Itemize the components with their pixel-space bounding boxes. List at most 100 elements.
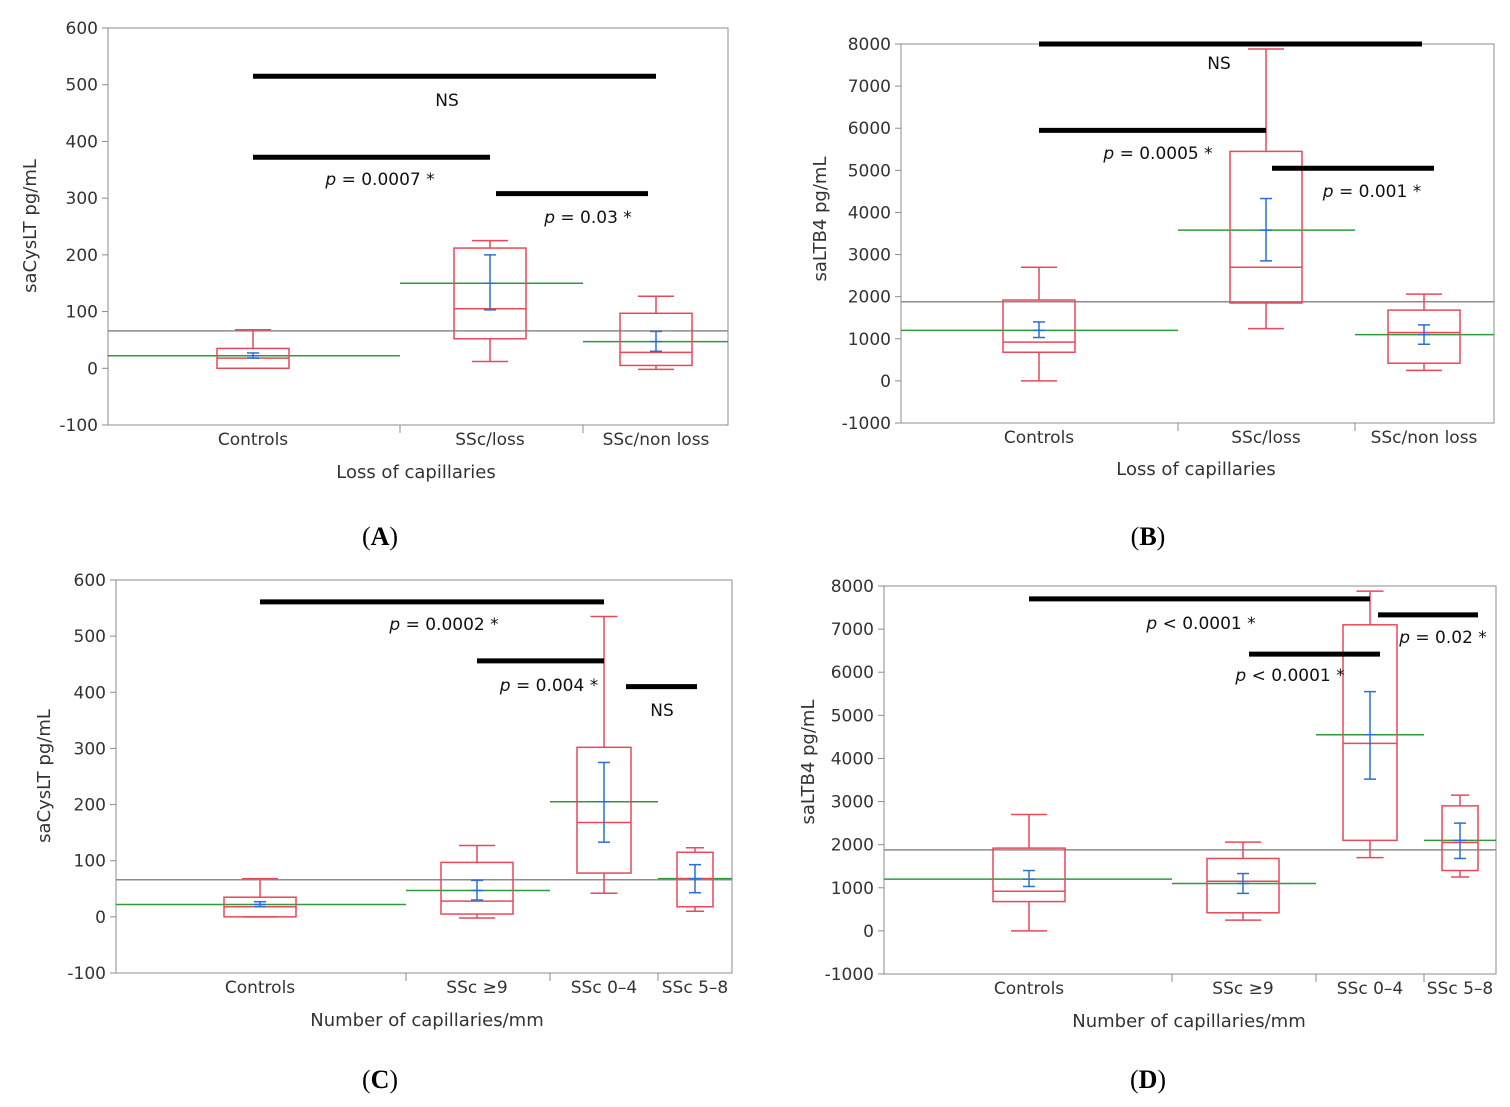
y-tick-label: 4000 — [848, 203, 891, 223]
y-tick-label: 8000 — [831, 577, 874, 597]
group-1 — [108, 328, 400, 370]
group-1 — [116, 877, 406, 918]
group-2 — [400, 239, 583, 363]
comparison-label: p = 0.004 * — [499, 676, 598, 696]
panel-a: -100 0 100 200 300 400 500 600 Controls SSc/loss S… — [20, 19, 729, 551]
x-axis-title: Number of capillaries/mm — [1072, 1011, 1305, 1032]
x-category-label: SSc/non loss — [603, 430, 710, 450]
y-tick-label: 300 — [66, 189, 98, 209]
y-tick-label: 300 — [74, 739, 106, 759]
y-tick-label: 0 — [880, 372, 891, 392]
comparison-label: p = 0.02 * — [1398, 628, 1487, 648]
comparison-label: p = 0.001 * — [1322, 182, 1421, 202]
iqr-box — [1229, 150, 1303, 304]
comparison-label: p = 0.0005 * — [1102, 144, 1212, 164]
y-tick-label: 3000 — [848, 246, 891, 266]
iqr-box — [992, 847, 1066, 903]
y-axis-title: saCysLT pg/mL — [20, 159, 41, 293]
panel-label: (D) — [1130, 1065, 1166, 1094]
y-tick-label: 200 — [66, 246, 98, 266]
x-category-label: SSc ≥9 — [446, 978, 507, 998]
x-category-label: Controls — [994, 979, 1064, 999]
panel-label: (B) — [1131, 522, 1166, 551]
y-tick-label: -1000 — [842, 414, 891, 434]
y-tick-label: 200 — [74, 796, 106, 816]
iqr-box — [1441, 805, 1479, 872]
y-tick-label: 100 — [74, 852, 106, 872]
plot-frame — [883, 585, 1497, 975]
x-axis-title: Loss of capillaries — [1116, 459, 1276, 480]
y-tick-label: 7000 — [831, 620, 874, 640]
group-2 — [406, 844, 550, 919]
y-tick-label: 1000 — [848, 330, 891, 350]
comparison-label: p < 0.0001 * — [1234, 666, 1344, 686]
y-tick-label: 500 — [66, 76, 98, 96]
y-tick-label: 5000 — [848, 161, 891, 181]
y-tick-label: 0 — [863, 922, 874, 942]
x-axis-title: Loss of capillaries — [336, 462, 496, 483]
y-tick-label: 5000 — [831, 706, 874, 726]
iqr-box — [1387, 309, 1461, 364]
panel-label: (A) — [362, 522, 398, 551]
iqr-box — [1206, 857, 1280, 914]
group-3 — [550, 615, 658, 895]
iqr-box — [440, 861, 514, 915]
group-1 — [884, 813, 1172, 932]
panel-label: (C) — [362, 1065, 398, 1094]
comparison-label: p = 0.03 * — [543, 208, 632, 228]
x-category-label: Controls — [225, 978, 295, 998]
x-category-label: SSc/loss — [1231, 428, 1301, 448]
comparison-label: p = 0.0002 * — [388, 615, 498, 635]
x-category-label: Controls — [1004, 428, 1074, 448]
y-tick-label: -1000 — [825, 965, 874, 985]
y-tick-label: 400 — [66, 132, 98, 152]
comparison-label: NS — [650, 701, 674, 721]
group-2 — [1178, 48, 1355, 330]
y-tick-label: 2000 — [848, 288, 891, 308]
y-axis-title: saLTB4 pg/mL — [798, 700, 819, 825]
x-category-label: SSc/non loss — [1371, 428, 1478, 448]
x-category-label: SSc 0–4 — [571, 978, 637, 998]
y-tick-label: -100 — [67, 964, 106, 984]
iqr-box — [619, 312, 693, 367]
x-category-label: Controls — [218, 430, 288, 450]
iqr-box — [576, 746, 632, 874]
y-tick-label: 3000 — [831, 793, 874, 813]
plot-frame — [115, 579, 733, 974]
y-tick-label: 600 — [74, 571, 106, 591]
comparison-label: p < 0.0001 * — [1145, 614, 1255, 634]
y-tick-label: 600 — [66, 19, 98, 39]
y-tick-label: 500 — [74, 627, 106, 647]
x-axis-title: Number of capillaries/mm — [310, 1010, 543, 1031]
iqr-box — [676, 851, 714, 908]
y-tick-label: -100 — [59, 416, 98, 436]
x-category-label: SSc ≥9 — [1212, 979, 1273, 999]
y-tick-label: 7000 — [848, 77, 891, 97]
group-3 — [583, 295, 728, 371]
y-tick-label: 4000 — [831, 749, 874, 769]
x-category-label: SSc/loss — [455, 430, 525, 450]
iqr-box — [453, 247, 527, 340]
group-3 — [1355, 293, 1494, 372]
y-tick-label: 1000 — [831, 879, 874, 899]
y-tick-label: 400 — [74, 683, 106, 703]
y-tick-label: 6000 — [848, 119, 891, 139]
x-category-label: SSc 0–4 — [1337, 979, 1403, 999]
x-category-label: SSc 5–8 — [1427, 979, 1493, 999]
group-2 — [1172, 841, 1316, 921]
iqr-box — [1342, 624, 1398, 842]
plot-frame — [107, 27, 729, 426]
y-tick-label: 0 — [87, 359, 98, 379]
comparison-label: NS — [1207, 54, 1231, 74]
panel-c: -100 0 100 200 300 400 500 600 Controls SSc ≥9 SSc… — [34, 571, 733, 1094]
y-tick-label: 6000 — [831, 663, 874, 683]
y-tick-label: 100 — [66, 303, 98, 323]
y-axis-title: saLTB4 pg/mL — [810, 157, 831, 282]
x-category-label: SSc 5–8 — [662, 978, 728, 998]
plot-frame — [900, 43, 1495, 424]
comparison-label: NS — [435, 91, 459, 111]
y-tick-label: 8000 — [848, 35, 891, 55]
group-4 — [658, 847, 732, 912]
y-axis-title: saCysLT pg/mL — [34, 709, 55, 843]
